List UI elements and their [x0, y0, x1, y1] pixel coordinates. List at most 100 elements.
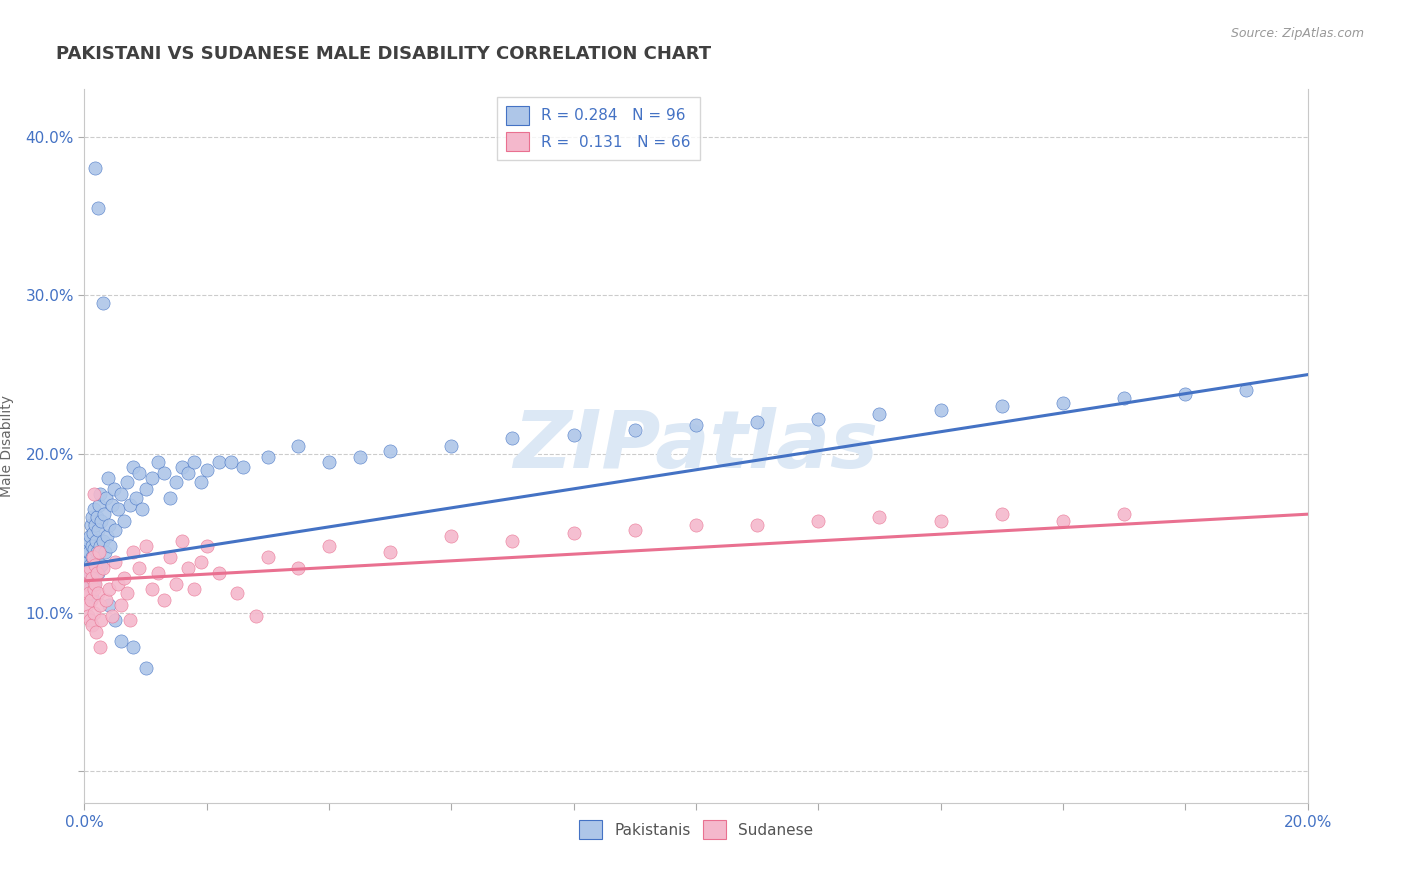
Point [135, 482, 157, 496]
Point [87, 586, 110, 600]
Point [125, 491, 148, 506]
Point [232, 459, 254, 474]
Point [83, 558, 105, 572]
Point [87, 566, 110, 580]
Point [97, 518, 120, 533]
Point [159, 549, 181, 564]
Point [120, 498, 142, 512]
Point [89, 640, 111, 655]
Point [177, 466, 200, 480]
Point [80, 590, 103, 604]
Point [90, 514, 112, 528]
Point [219, 455, 242, 469]
Point [76, 561, 98, 575]
Point [685, 518, 707, 533]
Point [80, 571, 103, 585]
Point [122, 459, 145, 474]
Point [94, 491, 117, 506]
Point [502, 431, 524, 445]
Point [86, 566, 108, 580]
Point [131, 502, 153, 516]
Point [101, 498, 124, 512]
Point [82, 618, 104, 632]
Point [90, 558, 112, 572]
Point [685, 418, 707, 433]
Point [747, 518, 769, 533]
Point [83, 502, 105, 516]
Point [195, 463, 218, 477]
Point [76, 598, 98, 612]
Point [112, 571, 135, 585]
Point [97, 598, 120, 612]
Point [77, 586, 100, 600]
Point [153, 592, 176, 607]
Point [80, 566, 103, 580]
Point [190, 475, 212, 490]
Point [77, 608, 100, 623]
Point [76, 574, 98, 588]
Point [89, 598, 111, 612]
Point [89, 486, 111, 500]
Point [93, 545, 115, 559]
Point [440, 439, 463, 453]
Point [84, 577, 107, 591]
Point [135, 539, 157, 553]
Point [76, 542, 98, 557]
Point [318, 539, 340, 553]
Point [257, 450, 280, 464]
Point [77, 571, 100, 585]
Point [107, 577, 129, 591]
Point [624, 523, 647, 537]
Point [991, 507, 1014, 521]
Point [122, 640, 145, 655]
Point [245, 608, 267, 623]
Point [141, 471, 163, 485]
Point [104, 555, 127, 569]
Point [83, 577, 105, 591]
Point [172, 534, 194, 549]
Point [440, 529, 463, 543]
Point [87, 545, 110, 559]
Point [107, 502, 129, 516]
Point [77, 566, 100, 580]
Point [97, 471, 120, 485]
Point [83, 606, 105, 620]
Point [165, 475, 187, 490]
Point [97, 582, 120, 596]
Point [287, 561, 309, 575]
Point [76, 577, 98, 591]
Point [1174, 386, 1197, 401]
Point [146, 455, 169, 469]
Point [807, 514, 830, 528]
Point [183, 582, 205, 596]
Point [82, 510, 104, 524]
Point [82, 549, 104, 564]
Point [86, 510, 108, 524]
Point [172, 459, 194, 474]
Point [79, 558, 101, 572]
Text: Source: ZipAtlas.com: Source: ZipAtlas.com [1230, 27, 1364, 40]
Point [110, 634, 132, 648]
Point [96, 529, 118, 543]
Point [869, 510, 891, 524]
Text: PAKISTANI VS SUDANESE MALE DISABILITY CORRELATION CHART: PAKISTANI VS SUDANESE MALE DISABILITY CO… [56, 45, 711, 62]
Point [146, 566, 169, 580]
Point [91, 534, 114, 549]
Point [82, 549, 104, 564]
Point [929, 402, 952, 417]
Point [110, 486, 132, 500]
Point [84, 624, 107, 639]
Point [83, 561, 105, 575]
Point [869, 407, 891, 421]
Point [502, 534, 524, 549]
Point [87, 498, 110, 512]
Point [77, 534, 100, 549]
Point [84, 534, 107, 549]
Point [1052, 396, 1074, 410]
Point [83, 518, 105, 533]
Point [128, 561, 150, 575]
Point [991, 400, 1014, 414]
Point [112, 514, 135, 528]
Point [208, 455, 231, 469]
Point [80, 539, 103, 553]
